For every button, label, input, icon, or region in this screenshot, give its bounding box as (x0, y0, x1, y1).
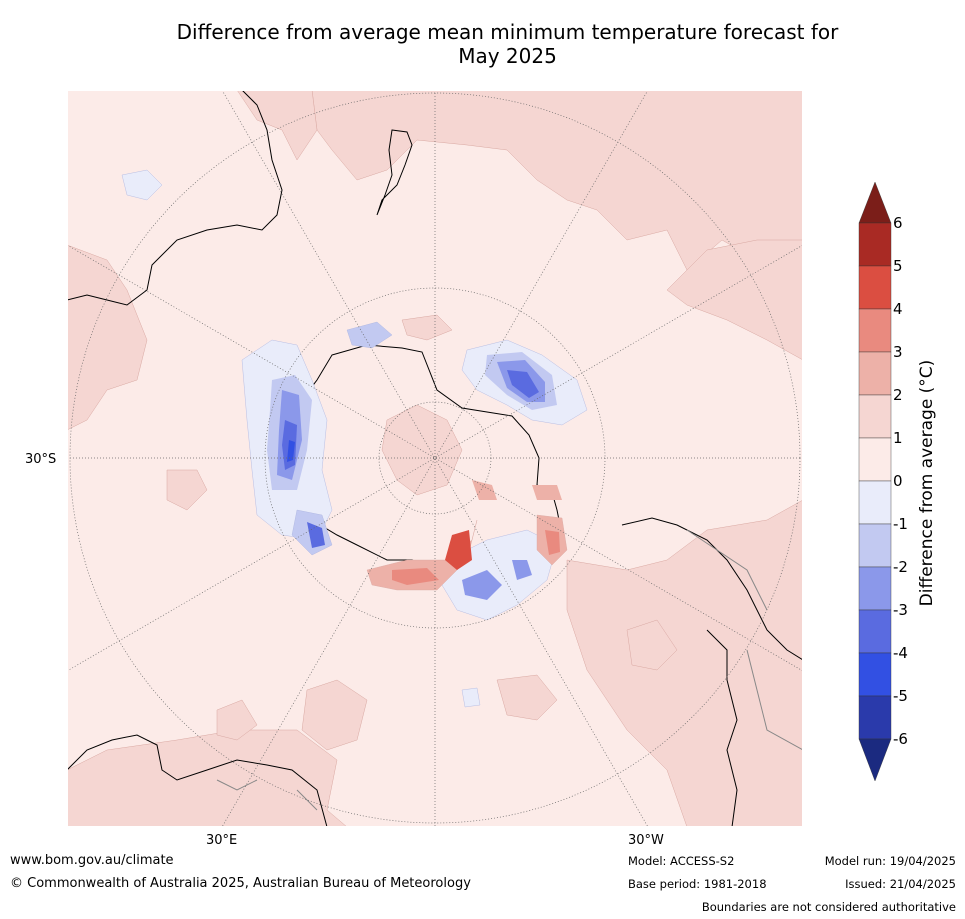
africa-borders (216, 779, 318, 811)
lon-label-30e: 30°E (206, 833, 238, 848)
colorbar-tick-label: 6 (893, 214, 903, 232)
australia-coastline (67, 90, 283, 306)
cold-anomaly-east-antarctica (241, 339, 333, 541)
colorbar-extend-min (858, 738, 892, 782)
graticule (67, 90, 803, 827)
footer-copyright: © Commonwealth of Australia 2025, Austra… (10, 876, 471, 891)
lon-label-30w: 30°W (628, 833, 664, 848)
south-america-borders (686, 529, 803, 751)
colorbar-tick-label: 3 (893, 343, 903, 361)
footer-disclaimer: Boundaries are not considered authoritat… (701, 900, 956, 914)
colorbar-block (858, 308, 892, 353)
footer-base-period: Base period: 1981-2018 (628, 877, 767, 891)
colorbar-tick-label: -5 (893, 687, 908, 705)
lat-label-30s: 30°S (25, 452, 57, 467)
title-line-2: May 2025 (458, 44, 557, 68)
south-america-coastline (621, 517, 803, 827)
colorbar-tick-label: 5 (893, 257, 903, 275)
antarctic-warm-patch (381, 404, 463, 496)
colorbar-tick-label: -4 (893, 644, 908, 662)
new-zealand-coastline (376, 129, 413, 216)
colorbar (858, 181, 892, 782)
colorbar-extend-max (858, 181, 892, 224)
colorbar-tick-label: 0 (893, 472, 903, 490)
colorbar-tick-label: -3 (893, 601, 908, 619)
title-line-1: Difference from average mean minimum tem… (176, 20, 839, 44)
colorbar-tick-label: -2 (893, 558, 908, 576)
colorbar-tick-label: -6 (893, 730, 908, 748)
colorbar-block (858, 652, 892, 697)
footer-website[interactable]: www.bom.gov.au/climate (10, 853, 174, 868)
colorbar-block (858, 480, 892, 525)
colorbar-block (858, 609, 892, 654)
colorbar-block (858, 695, 892, 740)
colorbar-block (858, 566, 892, 611)
colorbar-block (858, 265, 892, 310)
colorbar-title: Difference from average (°C) (917, 359, 937, 607)
colorbar-block (858, 394, 892, 439)
warm-anomaly-strong (366, 480, 568, 591)
colorbar-block (858, 523, 892, 568)
colorbar-block (858, 351, 892, 396)
footer-issued: Issued: 21/04/2025 (845, 877, 956, 891)
colorbar-tick-label: -1 (893, 515, 908, 533)
colorbar-tick-label: 4 (893, 300, 903, 318)
colorbar-block (858, 222, 892, 267)
cold-anomaly-small (121, 169, 481, 708)
colorbar-tick-label: 2 (893, 386, 903, 404)
footer-model-run: Model run: 19/04/2025 (824, 854, 956, 868)
polar-map (67, 90, 803, 827)
cold-anomaly-weddell (461, 339, 588, 426)
colorbar-tick-label: 1 (893, 429, 903, 447)
africa-coastline (67, 734, 328, 827)
colorbar-block (858, 437, 892, 482)
footer-model: Model: ACCESS-S2 (628, 854, 735, 868)
map-title: Difference from average mean minimum tem… (60, 20, 955, 68)
